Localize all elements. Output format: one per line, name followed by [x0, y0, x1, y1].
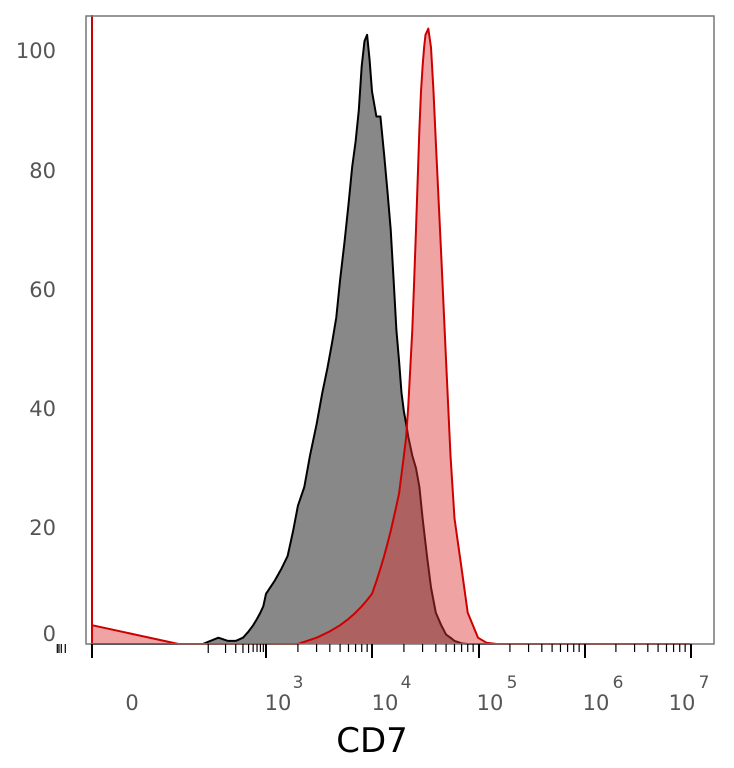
x-tick-label-1e6-exp: 6 — [613, 673, 624, 693]
series-0-area — [92, 16, 690, 644]
x-major-ticks — [91, 644, 692, 658]
x-tick-label-1e4-base: 10 — [372, 691, 399, 715]
y-tick-label-60: 60 — [29, 278, 56, 302]
x-tick-label-1e3-base: 10 — [265, 691, 292, 715]
plot-frame — [85, 15, 715, 645]
x-axis-title: CD7 — [336, 721, 408, 761]
x-minor-ticks — [56, 644, 686, 653]
x-tick-label-1e4-exp: 4 — [401, 673, 412, 693]
y-tick-label-100: 100 — [16, 39, 56, 63]
series-0-line — [91, 15, 690, 645]
series-layer — [91, 15, 690, 645]
x-tick-label-1e7-base: 10 — [669, 691, 696, 715]
y-tick-label-0: 0 — [43, 622, 56, 646]
x-tick-label-1e3-exp: 3 — [293, 673, 304, 693]
y-tick-label-20: 20 — [29, 516, 56, 540]
x-tick-label-1e7-exp: 7 — [699, 673, 710, 693]
y-tick-label-80: 80 — [29, 159, 56, 183]
x-tick-label-1e5-base: 10 — [477, 691, 504, 715]
x-tick-label-1e6-base: 10 — [583, 691, 610, 715]
x-tick-label-1e5-exp: 5 — [507, 673, 518, 693]
x-tick-label-0: 0 — [125, 691, 138, 715]
y-tick-label-40: 40 — [29, 397, 56, 421]
